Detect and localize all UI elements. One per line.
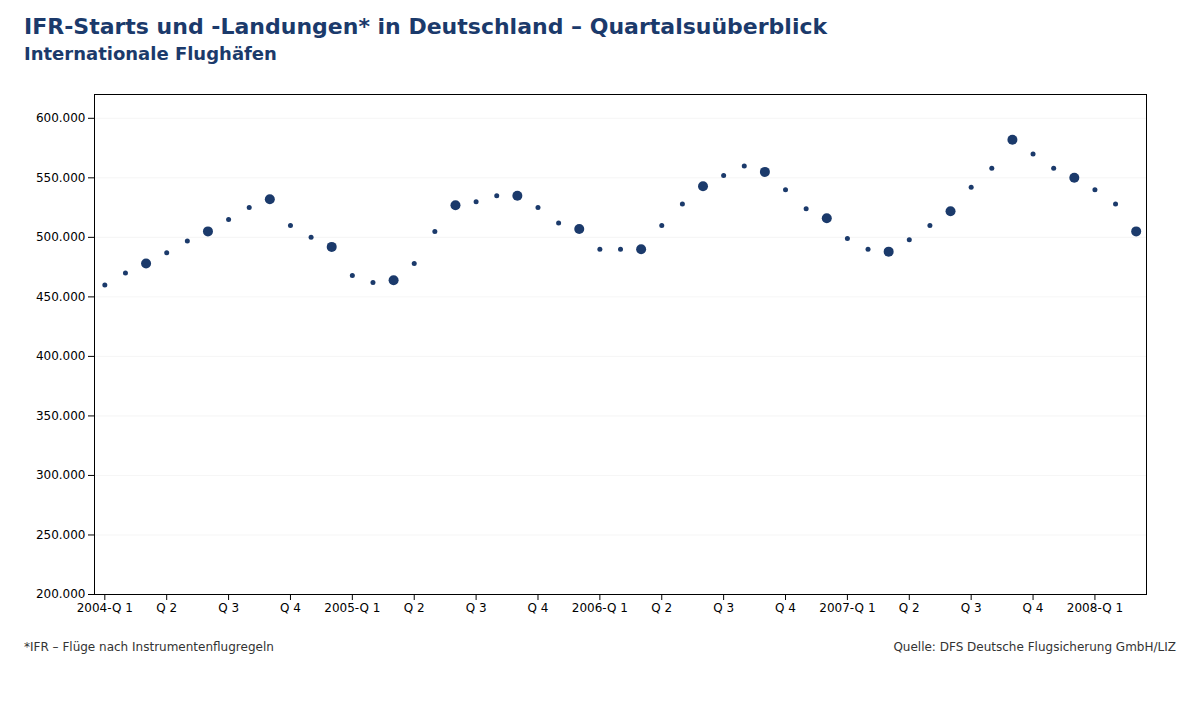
svg-text:250.000: 250.000: [36, 528, 86, 542]
html-text:*IFR – Flüge nach Instrumenten: *IFR – Flüge nach Instrumentenflugregeln: [24, 640, 274, 654]
svg-text:200.000: 200.000: [36, 587, 86, 601]
html-text:IFR-Starts und -Landungen* in: IFR-Starts und -Landungen* in Deutschlan…: [24, 14, 828, 39]
svg-text:2006-Q 1: 2006-Q 1: [572, 601, 628, 615]
svg-text:550.000: 550.000: [36, 171, 86, 185]
svg-text:Q 3: Q 3: [961, 601, 982, 615]
svg-text:600.000: 600.000: [36, 111, 86, 125]
svg-text:Q 3: Q 3: [218, 601, 239, 615]
svg-text:Q 3: Q 3: [466, 601, 487, 615]
svg-text:300.000: 300.000: [36, 468, 86, 482]
svg-text:Q 2: Q 2: [651, 601, 672, 615]
html-text:Quelle: DFS Deutsche Flugsiche: Quelle: DFS Deutsche Flugsicherung GmbH/…: [893, 640, 1176, 654]
html-text:Internationale Flughäfen: Internationale Flughäfen: [24, 43, 277, 64]
svg-text:Q 4: Q 4: [1023, 601, 1044, 615]
svg-text:Q 4: Q 4: [775, 601, 796, 615]
svg-text:Q 2: Q 2: [156, 601, 177, 615]
svg-text:Q 2: Q 2: [404, 601, 425, 615]
svg-text:400.000: 400.000: [36, 349, 86, 363]
svg-text:500.000: 500.000: [36, 230, 86, 244]
svg-text:Q 3: Q 3: [713, 601, 734, 615]
svg-text:Q 2: Q 2: [899, 601, 920, 615]
svg-text:2008-Q 1: 2008-Q 1: [1067, 601, 1123, 615]
svg-text:2004-Q 1: 2004-Q 1: [77, 601, 133, 615]
svg-text:Q 4: Q 4: [280, 601, 301, 615]
svg-text:Q 4: Q 4: [528, 601, 549, 615]
svg-text:2005-Q 1: 2005-Q 1: [324, 601, 380, 615]
svg-text:450.000: 450.000: [36, 290, 86, 304]
svg-text:2007-Q 1: 2007-Q 1: [819, 601, 875, 615]
svg-text:350.000: 350.000: [36, 409, 86, 423]
